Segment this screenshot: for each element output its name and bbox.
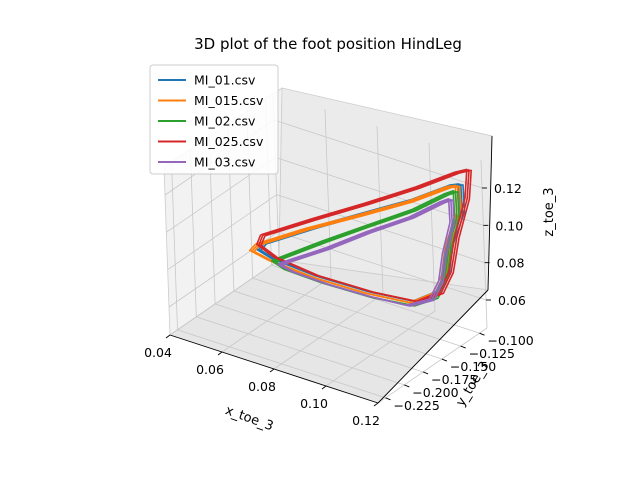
x-tick [373, 402, 379, 407]
x-tick-label: 0.12 [352, 413, 380, 428]
axes [165, 135, 493, 407]
y-tick [460, 345, 466, 349]
series-line-mi-025-csv [260, 169, 472, 304]
chart-title: 3D plot of the foot position HindLeg [194, 35, 462, 53]
x-tick-label: 0.06 [196, 362, 224, 377]
x-tick-label: 0.10 [300, 396, 328, 411]
z-tick-label: 0.12 [494, 181, 522, 196]
x-tick-label: 0.08 [248, 379, 276, 394]
y-grid-line [214, 303, 424, 373]
x-grid-line [377, 327, 488, 404]
y-grid-line [177, 329, 386, 399]
legend-entry-label: MI_015.csv [194, 93, 264, 108]
y-tick-label: −0.100 [487, 333, 533, 348]
y-grid-line [233, 290, 443, 360]
y-grid-line [196, 316, 405, 386]
legend-entry-label: MI_02.csv [194, 114, 256, 129]
legend-entry-label: MI_03.csv [194, 155, 256, 170]
x-grid-line [169, 259, 280, 336]
legend-box [149, 64, 279, 175]
x-grid-line [221, 276, 332, 353]
z-tick-label: 0.08 [497, 256, 525, 271]
z-tick-label: 0.10 [495, 218, 523, 233]
y-tick [404, 384, 410, 388]
y-tick [422, 371, 429, 375]
z-grid-line [277, 231, 487, 301]
x-tick [165, 334, 171, 339]
z-grid-line [275, 156, 484, 226]
y-grid-line [252, 277, 461, 347]
x-tick [321, 385, 327, 390]
z-axis-label: z_toe_3 [542, 187, 557, 236]
y-tick-label: −0.200 [412, 385, 458, 400]
legend-entry-label: MI_01.csv [194, 73, 256, 88]
series-line-mi-03-csv [281, 199, 456, 307]
data-lines [249, 168, 472, 307]
x-grid-line [325, 310, 436, 387]
z-axis-line [487, 135, 493, 291]
y-tick-label: −0.150 [450, 359, 496, 374]
x-tick [269, 368, 275, 373]
z-grid-line [167, 194, 277, 270]
y-axis-line [377, 289, 489, 404]
legend: MI_01.csv MI_015.csv MI_02.csv MI_025.csv MI… [149, 64, 279, 175]
y-tick-label: −0.125 [469, 346, 515, 361]
y-tick [385, 397, 391, 401]
x-tick [217, 351, 223, 356]
tick-labels: 0.040.060.080.100.12−0.225−0.200−0.175−0… [144, 181, 534, 428]
x-grid-line [273, 293, 384, 370]
x-tick-label: 0.04 [144, 345, 172, 360]
z-tick-label: 0.06 [498, 293, 526, 308]
y-tick-label: −0.175 [431, 372, 477, 387]
y-tick [479, 332, 485, 336]
y-tick [441, 358, 448, 362]
legend-entry-label: MI_025.csv [194, 134, 264, 149]
y-tick-label: −0.225 [394, 398, 440, 413]
